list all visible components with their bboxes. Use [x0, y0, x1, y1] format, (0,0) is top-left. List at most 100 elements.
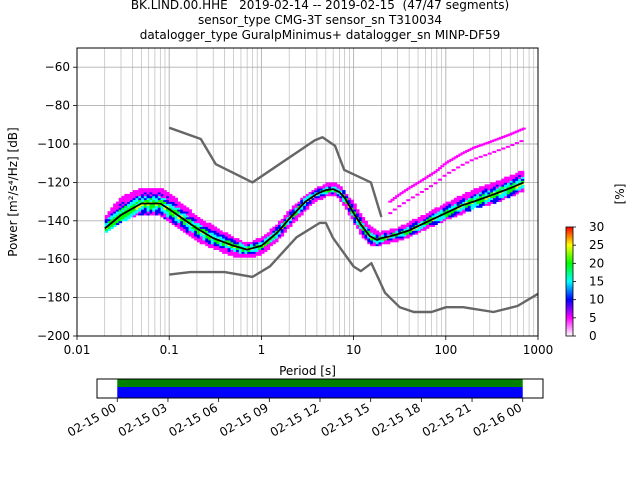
heatmap-cell: [113, 203, 117, 206]
heatmap-cell: [456, 213, 461, 216]
heatmap-cell: [347, 207, 352, 210]
heatmap-cell: [459, 211, 463, 214]
heatmap-cell: [344, 193, 349, 197]
heatmap-cell: [425, 213, 430, 216]
heatmap-cell: [439, 220, 444, 224]
heatmap-cell: [453, 209, 458, 212]
heatmap-cell: [261, 236, 265, 239]
heatmap-cell: [182, 226, 187, 229]
heatmap-cell: [208, 222, 212, 226]
heatmap-cell: [157, 203, 162, 206]
heatmap-cell: [434, 211, 438, 214]
heatmap-cell: [386, 230, 391, 233]
heatmap-cell: [364, 238, 368, 241]
heatmap-cell: [177, 207, 181, 210]
heatmap-cell: [146, 205, 151, 208]
heatmap-cell: [339, 195, 343, 199]
heatmap-cell: [333, 182, 338, 185]
heatmap-cell: [104, 224, 109, 227]
timeline-bar-used-segments: [117, 387, 523, 398]
outlier-cell: [469, 159, 474, 162]
heatmap-cell: [389, 240, 394, 243]
heatmap-cell: [258, 253, 262, 256]
heatmap-cell: [113, 205, 117, 208]
heatmap-cell: [182, 207, 187, 210]
heatmap-cell: [515, 192, 519, 195]
heatmap-cell: [216, 236, 220, 239]
heatmap-cell: [188, 211, 192, 214]
heatmap-cell: [504, 193, 508, 197]
heatmap-cell: [431, 215, 435, 218]
heatmap-cell: [403, 232, 408, 235]
heatmap-cell: [470, 195, 475, 199]
heatmap-cell: [512, 178, 516, 181]
heatmap-cell: [358, 226, 363, 229]
heatmap-cell: [384, 238, 388, 241]
heatmap-cell: [439, 216, 444, 220]
heatmap-cell: [104, 228, 109, 231]
heatmap-cell: [280, 218, 285, 222]
heatmap-cell: [182, 213, 187, 216]
heatmap-cell: [347, 213, 352, 216]
heatmap-cell: [498, 184, 502, 187]
heatmap-cell: [448, 203, 452, 206]
heatmap-cell: [406, 232, 410, 235]
heatmap-cell: [322, 193, 327, 197]
heatmap-cell: [160, 197, 165, 201]
heatmap-cell: [155, 190, 159, 193]
heatmap-cell: [420, 215, 424, 218]
heatmap-cell: [199, 222, 204, 226]
heatmap-cell: [202, 226, 206, 229]
heatmap-cell: [124, 209, 128, 212]
heatmap-cell: [339, 190, 343, 193]
heatmap-cell: [166, 195, 170, 199]
outlier-cell: [410, 184, 415, 187]
heatmap-cell: [199, 232, 204, 235]
heatmap-cell: [370, 228, 374, 231]
outlier-cell: [465, 150, 470, 153]
heatmap-cell: [372, 234, 377, 237]
heatmap-cell: [263, 243, 268, 247]
heatmap-cell: [135, 211, 139, 214]
heatmap-cell: [277, 226, 282, 229]
y-tick-label: −160: [37, 252, 70, 266]
heatmap-cell: [356, 213, 360, 216]
heatmap-cell: [185, 209, 190, 212]
heatmap-cell: [501, 182, 505, 185]
heatmap-cell: [498, 182, 502, 185]
x-axis-label: Period [s]: [279, 364, 336, 378]
heatmap-cell: [479, 192, 483, 195]
heatmap-cell: [129, 215, 134, 218]
heatmap-cell: [152, 195, 156, 199]
timeline-tick-label: 02-15 15: [318, 400, 372, 439]
heatmap-cell: [358, 218, 363, 222]
heatmap-cell: [283, 220, 287, 224]
heatmap-cell: [442, 207, 447, 210]
outlier-cell: [474, 157, 479, 160]
heatmap-cell: [314, 197, 318, 201]
heatmap-cell: [244, 241, 248, 245]
plot-axes: 0.01 0.1 1 10 100 1000 −200 −180 −160 −140 −120 −10…: [37, 60, 553, 357]
heatmap-cell: [291, 211, 296, 214]
heatmap-cell: [269, 243, 273, 247]
heatmap-cell: [160, 209, 165, 212]
heatmap-cell: [238, 249, 243, 252]
heatmap-cell: [395, 228, 399, 231]
heatmap-cell: [336, 184, 340, 187]
heatmap-cell: [356, 209, 360, 212]
heatmap-cell: [467, 205, 472, 208]
outlier-cell: [419, 179, 424, 182]
heatmap-cell: [129, 211, 134, 214]
heatmap-cell: [411, 224, 416, 227]
heatmap-cell: [233, 251, 237, 254]
heatmap-cell: [487, 201, 491, 204]
heatmap-cell: [370, 243, 374, 247]
heatmap-cell: [174, 209, 178, 212]
outlier-cell: [478, 144, 483, 147]
heatmap-cell: [132, 192, 137, 195]
heatmap-cell: [244, 245, 248, 249]
heatmap-cell: [141, 192, 145, 195]
heatmap-cell: [372, 240, 377, 243]
heatmap-cell: [155, 209, 159, 212]
